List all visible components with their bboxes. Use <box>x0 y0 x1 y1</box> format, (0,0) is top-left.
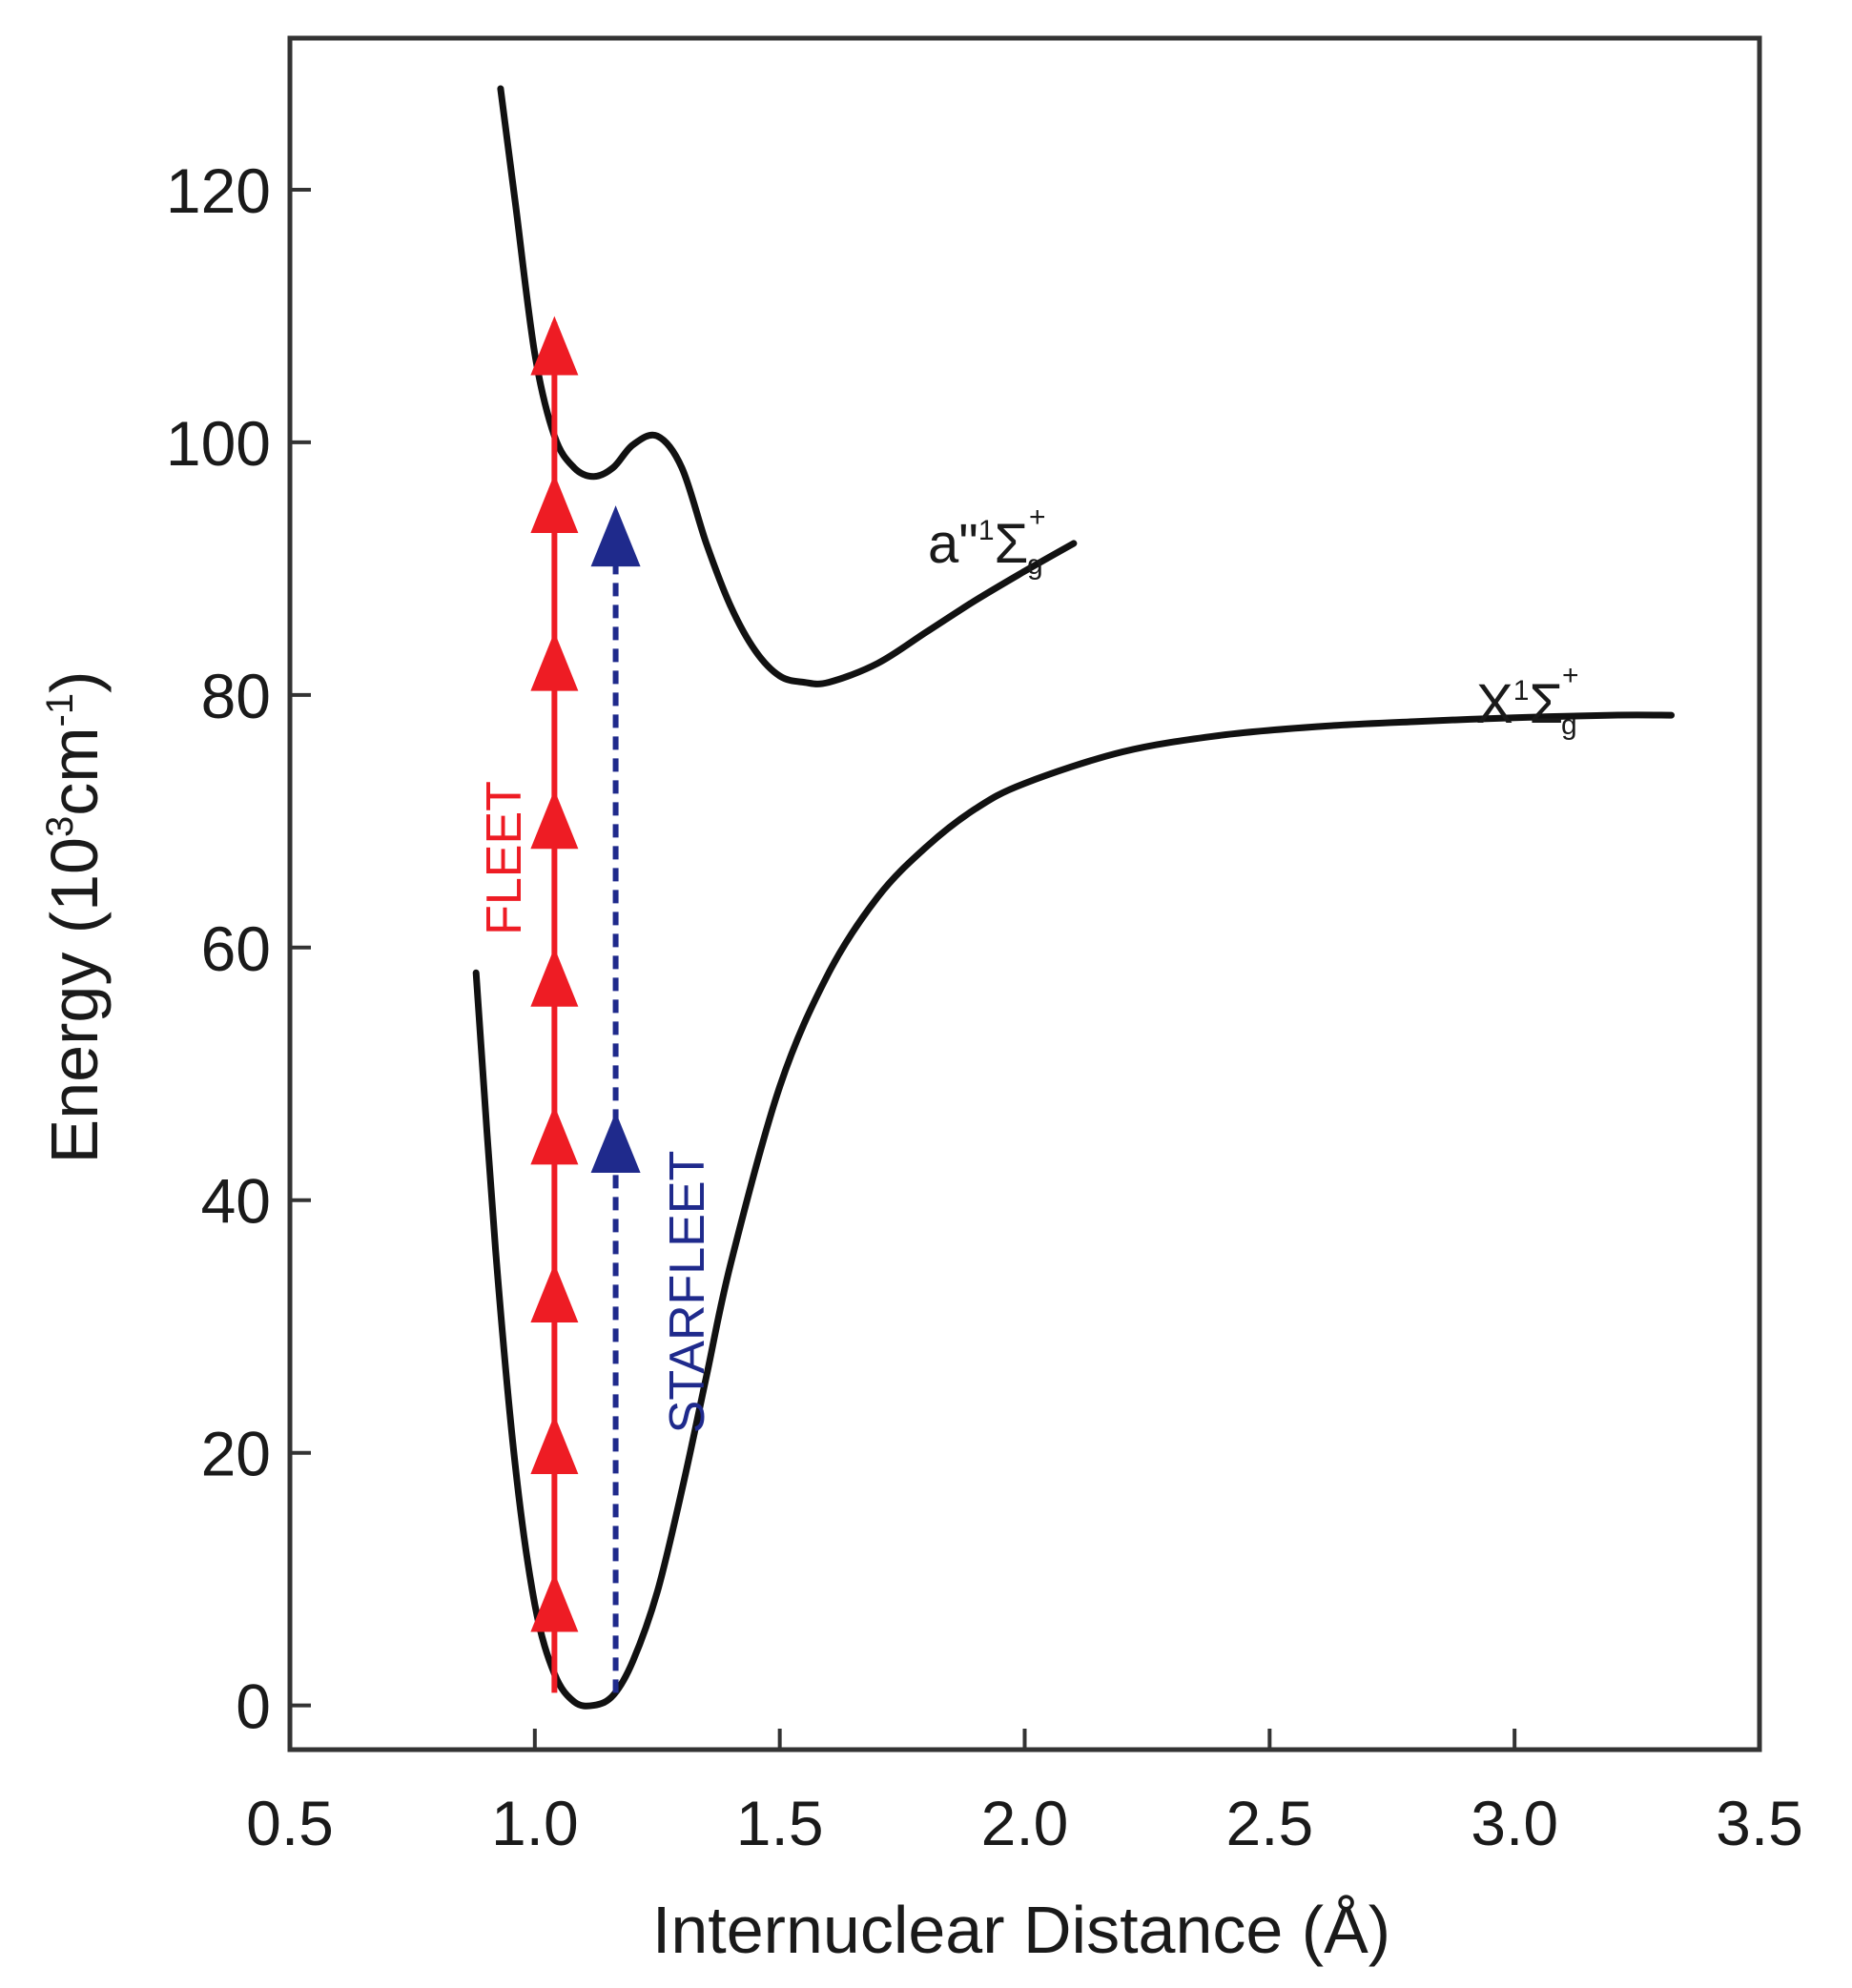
fleet-arrowhead <box>530 1262 579 1322</box>
y-tick-label: 100 <box>166 408 271 479</box>
x-state-label: X1Σ + g <box>1476 660 1579 741</box>
potential-curves <box>472 85 1675 1710</box>
x-tick-label: 3.0 <box>1471 1788 1558 1858</box>
x-axis-label: Internuclear Distance (Å) <box>652 1893 1390 1967</box>
fleet-arrowhead <box>530 631 579 691</box>
fleet-arrowhead <box>530 474 579 534</box>
y-tick-label: 60 <box>201 913 271 984</box>
y-tick-label: 20 <box>201 1419 271 1489</box>
x-axis-ticks: 0.5 1.0 1.5 2.0 2.5 3.0 3.5 <box>246 1729 1803 1858</box>
starfleet-label: STARFLEET <box>660 1151 715 1434</box>
svg-text:a"1Σ: a"1Σ <box>928 513 1028 575</box>
y-tick-label: 80 <box>201 661 271 731</box>
fleet-arrowhead <box>530 947 579 1007</box>
fleet-label: FLEET <box>477 781 532 935</box>
fleet-arrowhead <box>530 1414 579 1474</box>
svg-text:+: + <box>1562 660 1579 691</box>
x-ground-state-curve <box>472 711 1675 1710</box>
a-excited-state-curve <box>497 85 1078 687</box>
starfleet-arrowhead <box>590 505 641 567</box>
fleet-arrowhead <box>530 1105 579 1165</box>
x-tick-label: 2.5 <box>1225 1788 1313 1858</box>
y-tick-label: 120 <box>166 155 271 226</box>
x-tick-label: 3.5 <box>1716 1788 1803 1858</box>
x-tick-label: 1.0 <box>491 1788 579 1858</box>
svg-text:g: g <box>1027 549 1043 581</box>
fleet-arrowhead <box>530 316 579 376</box>
x-tick-label: 2.0 <box>981 1788 1069 1858</box>
y-tick-label: 40 <box>201 1166 271 1237</box>
a-state-label: a"1Σ + g <box>928 502 1046 581</box>
excitation-arrows <box>530 316 641 1693</box>
fleet-arrowhead <box>530 789 579 850</box>
svg-text:+: + <box>1029 502 1046 533</box>
y-axis-ticks: 0 20 40 60 80 100 120 <box>166 155 311 1742</box>
fleet-arrowhead <box>530 1572 579 1632</box>
x-tick-label: 1.5 <box>736 1788 824 1858</box>
y-axis-label: Energy (103cm-1) <box>37 671 112 1164</box>
starfleet-arrowhead <box>590 1112 641 1174</box>
svg-text:g: g <box>1561 709 1577 741</box>
svg-text:X1Σ: X1Σ <box>1476 673 1563 735</box>
x-tick-label: 0.5 <box>246 1788 334 1858</box>
y-tick-label: 0 <box>236 1671 271 1742</box>
